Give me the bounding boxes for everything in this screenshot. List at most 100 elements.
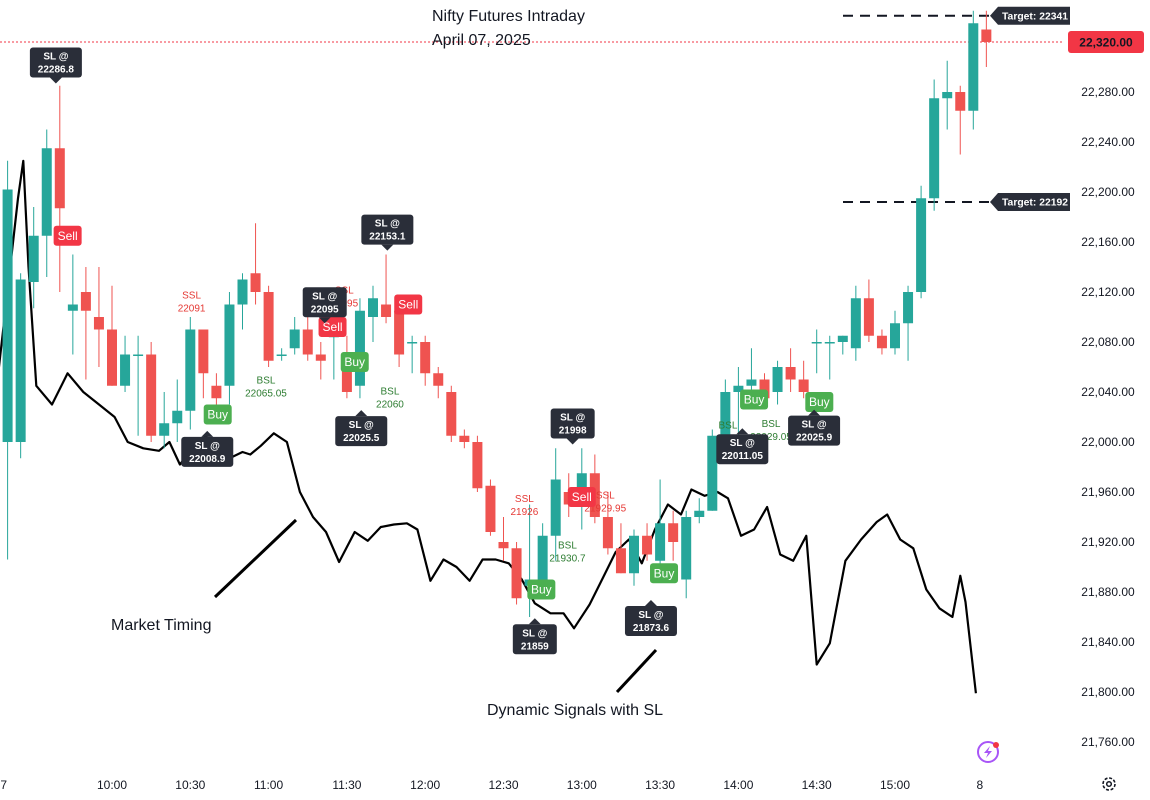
x-tick-label: 15:00 — [880, 778, 910, 792]
candle — [981, 10, 992, 67]
sl-tag: SL @ 22025.9 — [788, 409, 841, 446]
candle — [615, 523, 626, 574]
target-tag-box — [990, 193, 1070, 211]
y-tick-label: 21,880.00 — [1081, 585, 1135, 599]
buy-signal-label: Buy — [744, 393, 765, 407]
candle — [263, 285, 274, 367]
sl-tag-box — [788, 415, 841, 446]
sl-tag: SL @ 21873.6 — [624, 600, 677, 636]
candle-body — [550, 479, 561, 536]
candle-body — [146, 354, 157, 436]
y-tick-label: 22,000.00 — [1081, 435, 1135, 449]
sl-tag-value: 21998 — [559, 426, 587, 437]
candle-body — [785, 367, 796, 380]
candle-body — [159, 423, 170, 436]
candle-body — [472, 442, 483, 489]
candle-body — [537, 535, 548, 580]
candle — [642, 523, 653, 561]
sl-tag-line1: SL @ — [802, 420, 827, 431]
candle — [237, 273, 248, 330]
x-tick-label: 11:30 — [332, 778, 361, 792]
candle-body — [929, 98, 940, 199]
sl-tag: SL @ 22008.9 — [181, 430, 234, 467]
y-tick-label: 22,240.00 — [1081, 135, 1135, 149]
buy-signal: Buy — [203, 404, 232, 425]
sl-tags-group: SL @ 22286.8 SL @ 22008.9 SL @ 22095 SL @ 22153… — [29, 47, 841, 655]
current-price-badge-group: 22,320.00 — [1068, 31, 1144, 53]
candle — [107, 285, 117, 386]
candle — [668, 510, 679, 561]
candle — [785, 348, 796, 392]
target-tag-label: Target: 22192 — [1002, 198, 1068, 209]
buy-signal-label: Buy — [344, 355, 365, 369]
sl-tag-box — [181, 436, 234, 467]
buy-signal-box — [527, 579, 556, 600]
sl-tag-line1: SL @ — [730, 438, 755, 449]
candle-body — [942, 92, 953, 99]
sell-signal-label: Sell — [572, 490, 592, 504]
candle — [289, 317, 300, 355]
candle — [224, 292, 235, 405]
buy-signal: Buy — [650, 563, 679, 584]
candle-body — [681, 517, 692, 580]
y-tick-label: 22,080.00 — [1081, 335, 1135, 349]
candle-body — [368, 298, 378, 317]
sl-tag-box — [550, 408, 595, 439]
candle — [485, 479, 496, 536]
candle — [602, 492, 613, 555]
candle — [837, 335, 848, 355]
candle — [368, 285, 378, 342]
candle-body — [655, 523, 666, 561]
candle — [876, 329, 887, 355]
buy-signal-box — [203, 404, 232, 425]
candle — [498, 517, 509, 561]
buy-signal: Buy — [340, 352, 369, 372]
candle — [67, 254, 78, 355]
candle — [890, 310, 900, 355]
candle — [315, 342, 326, 380]
settings-icon[interactable] — [1102, 777, 1116, 791]
candle — [655, 479, 666, 574]
x-tick-label: 10:30 — [175, 778, 205, 792]
candle-body — [237, 279, 248, 305]
candle — [550, 448, 561, 561]
sl-tag-value: 22008.9 — [189, 454, 226, 465]
candle-body — [498, 542, 509, 549]
dynamic-signals-pointer — [615, 648, 658, 694]
candle — [93, 267, 104, 367]
level-label-ssl: SSL 21926 — [510, 494, 538, 518]
sl-tag-pointer — [381, 244, 394, 251]
candle-body — [276, 354, 287, 356]
level-label-value: 21926 — [510, 507, 538, 518]
x-tick-label: 13:00 — [567, 778, 597, 792]
candle-body — [93, 317, 104, 330]
candle-body — [407, 342, 418, 344]
sl-tag: SL @ 22153.1 — [361, 214, 414, 251]
sell-signal: Sell — [53, 225, 82, 246]
sl-tag-line1: SL @ — [349, 420, 374, 431]
x-axis: 7 10:00 10:30 11:00 11:30 12:00 12:30 13:00 13:3… — [0, 778, 983, 792]
candle-body — [198, 329, 209, 374]
candle — [146, 342, 157, 442]
candle — [120, 335, 131, 392]
sell-signal-label: Sell — [398, 298, 418, 312]
candle-body — [15, 279, 26, 442]
candle — [354, 298, 365, 399]
sl-tag-box — [716, 434, 769, 465]
sl-tag: SL @ 22025.5 — [335, 410, 388, 447]
candle-body — [694, 510, 705, 517]
candle-body — [733, 385, 744, 392]
sl-tag-line1: SL @ — [312, 291, 337, 302]
x-tick-label: 10:00 — [97, 778, 127, 792]
candle — [381, 254, 392, 324]
sl-tag-box — [29, 47, 82, 78]
candle — [302, 317, 313, 361]
buy-signal-box — [740, 389, 769, 410]
candle — [276, 348, 287, 361]
candle — [2, 160, 13, 560]
y-axis: 21,760.00 21,800.00 21,840.00 21,880.00 21,9… — [1081, 85, 1135, 749]
buy-signal: Buy — [527, 579, 556, 600]
candle — [629, 529, 639, 586]
x-tick-label: 13:30 — [645, 778, 675, 792]
